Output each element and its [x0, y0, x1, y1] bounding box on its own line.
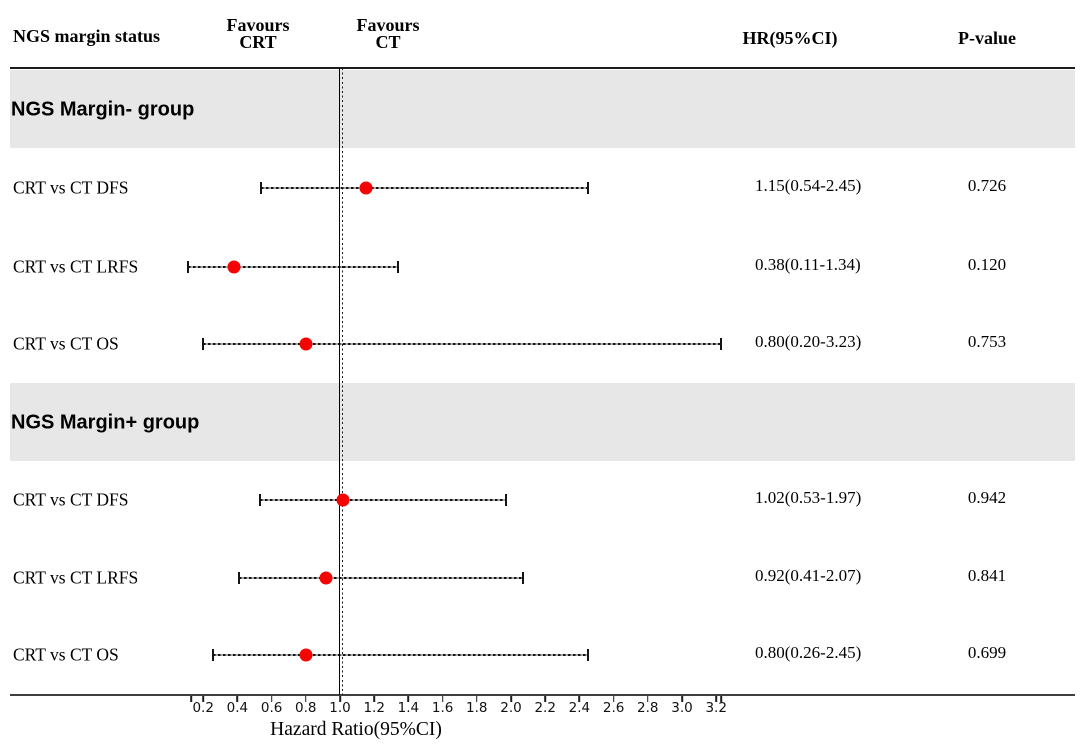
hr-ci-value: 1.15(0.54-2.45): [755, 176, 862, 195]
hr-point-marker: [299, 648, 313, 662]
favours-crt-line1: Favours: [226, 15, 290, 35]
axis-baseline-rule: [10, 693, 1075, 697]
axis-tick: [441, 696, 444, 702]
ci-cap-right: [397, 260, 400, 273]
axis-tick-label: 3.2: [705, 700, 727, 716]
p-value: 0.726: [967, 176, 1007, 195]
axis-end-tick: [720, 696, 723, 702]
ci-cap-right: [720, 338, 723, 350]
p-value: 0.841: [967, 565, 1007, 585]
axis-tick-label: 2.0: [500, 700, 522, 716]
axis-tick-label: 0.8: [295, 700, 317, 716]
axis-tick: [202, 696, 204, 702]
p-value: 0.699: [967, 643, 1007, 662]
x-axis-title: Hazard Ratio(95%CI): [270, 719, 442, 740]
p-value: 0.120: [967, 254, 1007, 274]
ci-interval-line: [239, 576, 523, 579]
axis-tick: [373, 696, 375, 702]
axis-tick-label: 1.4: [397, 700, 420, 716]
ci-interval-line: [261, 187, 588, 189]
axis-tick: [647, 696, 649, 702]
ci-interval-line: [213, 654, 588, 656]
axis-tick-label: 0.4: [226, 700, 249, 716]
axis-tick-label: 2.6: [602, 700, 625, 716]
favours-ct-line1: Favours: [356, 15, 420, 35]
row-label: CRT vs CT DFS: [13, 489, 129, 509]
axis-tick-label: 3.0: [671, 700, 693, 716]
axis-tick: [236, 696, 239, 702]
axis-tick-label: 0.6: [260, 700, 283, 716]
axis-tick: [510, 696, 512, 702]
ci-cap-left: [186, 260, 189, 273]
column-header-hr: HR(95%CI): [742, 28, 838, 48]
row-label: CRT vs CT OS: [13, 644, 119, 665]
axis-tick-label: 1.6: [431, 700, 454, 716]
header-separator-rule: [10, 66, 1075, 70]
axis-tick: [544, 696, 546, 702]
ci-cap-right: [521, 571, 524, 584]
group-band: [10, 69, 1075, 148]
favours-ct-line2: CT: [375, 32, 401, 52]
hr-point-marker: [299, 337, 313, 351]
row-label: CRT vs CT DFS: [13, 177, 129, 198]
favours-crt-line2: CRT: [239, 32, 277, 52]
axis-tick: [270, 696, 273, 702]
column-header-favours-ct: Favours CT: [356, 15, 420, 52]
hr-point-marker: [336, 493, 350, 506]
axis-tick: [715, 696, 717, 702]
reference-line-dotted: [342, 68, 344, 695]
axis-tick-label: 1.2: [363, 700, 385, 716]
p-value: 0.942: [967, 487, 1007, 507]
ci-cap-left: [260, 182, 263, 194]
ci-interval-line: [203, 343, 722, 345]
hr-ci-value: 0.38(0.11-1.34): [755, 254, 861, 274]
axis-tick-label: 2.4: [568, 700, 591, 716]
axis-tick: [339, 696, 341, 702]
ci-interval-line: [187, 265, 399, 268]
axis-end-tick: [190, 696, 193, 702]
axis-tick-label: 2.2: [534, 700, 556, 716]
axis-tick-label: 2.8: [637, 700, 659, 716]
row-label: CRT vs CT LRFS: [13, 256, 139, 276]
ci-cap-left: [258, 493, 261, 506]
hr-point-marker: [227, 260, 241, 273]
group-label: NGS Margin+ group: [11, 411, 200, 434]
group-label: NGS Margin- group: [11, 98, 195, 120]
p-value: 0.753: [967, 332, 1007, 351]
axis-tick-label: 0.2: [192, 700, 214, 716]
hr-ci-value: 1.02(0.53-1.97): [755, 487, 862, 507]
axis-tick: [612, 696, 615, 702]
column-header-pvalue: P-value: [958, 28, 1016, 48]
axis-tick: [305, 696, 307, 702]
ci-cap-left: [238, 571, 241, 584]
axis-tick: [407, 696, 410, 702]
ci-cap-right: [504, 493, 507, 506]
row-label: CRT vs CT OS: [13, 333, 119, 354]
axis-tick: [476, 696, 478, 702]
ci-cap-right: [586, 182, 589, 194]
column-header-margin-status: NGS margin status: [13, 26, 161, 46]
group-band: [10, 383, 1075, 461]
hr-ci-value: 0.80(0.20-3.23): [755, 332, 862, 351]
hr-point-marker: [319, 571, 333, 584]
hr-ci-value: 0.92(0.41-2.07): [755, 565, 862, 585]
ci-cap-right: [586, 649, 589, 661]
hr-ci-value: 0.80(0.26-2.45): [755, 643, 862, 662]
ci-cap-left: [202, 338, 205, 350]
axis-tick-label: 1.0: [329, 700, 351, 716]
ci-cap-left: [212, 649, 215, 661]
axis-tick: [578, 696, 581, 702]
ci-interval-line: [259, 498, 506, 501]
hr-point-marker: [359, 181, 373, 195]
reference-line-solid: [338, 68, 341, 695]
axis-tick: [681, 696, 683, 702]
row-label: CRT vs CT LRFS: [13, 567, 139, 587]
axis-tick-label: 1.8: [466, 700, 488, 716]
column-header-favours-crt: Favours CRT: [226, 15, 290, 52]
